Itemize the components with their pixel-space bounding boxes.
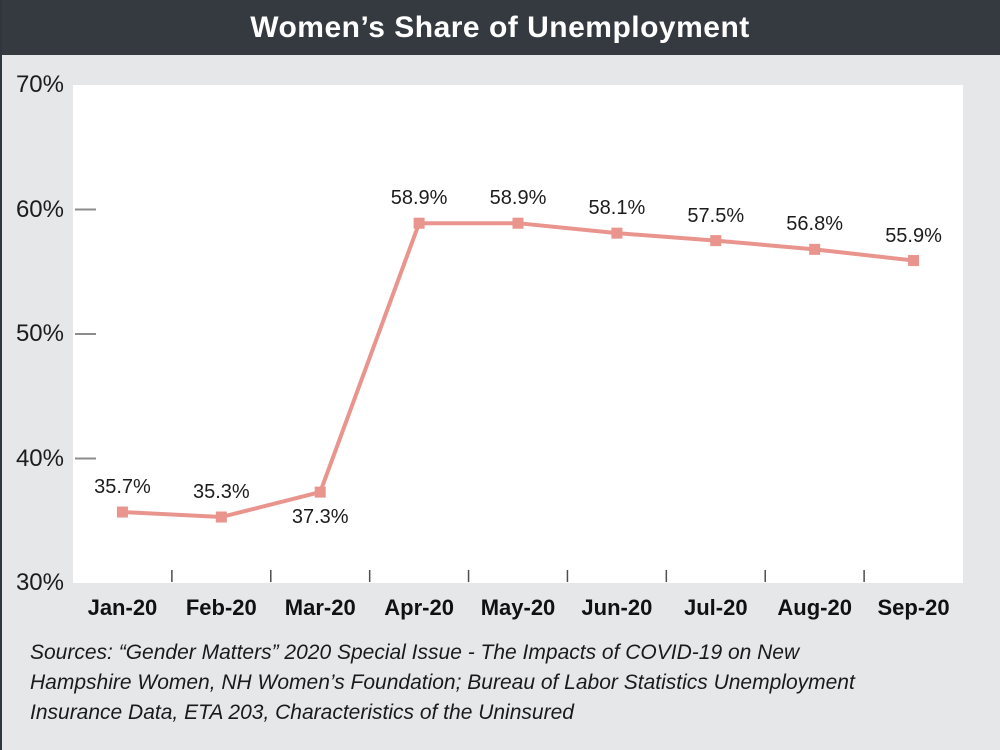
x-axis-tick-label: Jul-20 xyxy=(683,595,748,620)
data-point-label: 58.1% xyxy=(588,197,646,220)
source-citation: Sources: “Gender Matters” 2020 Special I… xyxy=(30,638,980,728)
plot-area: 35.7% 35.3% 37.3% 58.9% 58.9% 58.1% 57.5% 56.8%… xyxy=(73,85,963,583)
x-axis-tick-label: Mar-20 xyxy=(284,595,356,620)
source-citation-line: Sources: “Gender Matters” 2020 Special I… xyxy=(30,641,800,664)
page-left-border xyxy=(0,0,2,750)
source-citation-line: Insurance Data, ETA 203, Characteristics… xyxy=(30,701,574,724)
y-axis-tick-label: 40% xyxy=(15,444,64,472)
data-point-marker xyxy=(908,255,920,267)
x-axis-tick-label: Jan-20 xyxy=(87,595,158,620)
data-point-label: 55.9% xyxy=(885,224,942,247)
data-point-marker xyxy=(710,235,722,247)
data-point-marker xyxy=(512,217,524,229)
data-point-label: 58.9% xyxy=(489,187,547,210)
chart-area: 35.7% 35.3% 37.3% 58.9% 58.9% 58.1% 57.5% 56.8%… xyxy=(0,55,1000,630)
line-chart-canvas xyxy=(75,208,920,582)
data-point-marker xyxy=(215,511,227,523)
x-axis-tick-label: May-20 xyxy=(480,595,556,620)
data-point-label: 58.9% xyxy=(390,187,448,210)
data-point-label: 35.3% xyxy=(192,481,250,503)
chart-title-bar: Women’s Share of Unemployment xyxy=(0,0,1000,55)
data-point-label: 35.7% xyxy=(94,476,151,499)
data-point-label: 56.8% xyxy=(786,213,844,236)
y-axis-tick-label: 30% xyxy=(15,569,64,596)
data-point-marker xyxy=(116,506,128,518)
x-axis-tick-label: Sep-20 xyxy=(877,595,950,620)
chart-title: Women’s Share of Unemployment xyxy=(250,10,750,44)
data-point-label: 37.3% xyxy=(291,506,349,529)
y-axis-tick-label: 70% xyxy=(15,71,64,98)
data-point-marker xyxy=(314,486,326,498)
y-axis-tick-label: 60% xyxy=(15,195,64,223)
x-axis-tick-label: Aug-20 xyxy=(777,595,852,620)
x-axis-tick-label: Jun-20 xyxy=(581,595,653,620)
y-axis-tick-label: 50% xyxy=(15,320,64,347)
source-citation-line: Hampshire Women, NH Women’s Foundation; … xyxy=(30,671,855,694)
data-point-label: 57.5% xyxy=(687,204,745,227)
trend-line xyxy=(122,221,914,520)
data-point-marker xyxy=(413,217,425,229)
data-point-marker xyxy=(809,243,821,255)
data-point-marker xyxy=(611,227,623,239)
x-axis-tick-label: Apr-20 xyxy=(384,595,454,620)
x-axis-tick-label: Feb-20 xyxy=(185,595,257,620)
